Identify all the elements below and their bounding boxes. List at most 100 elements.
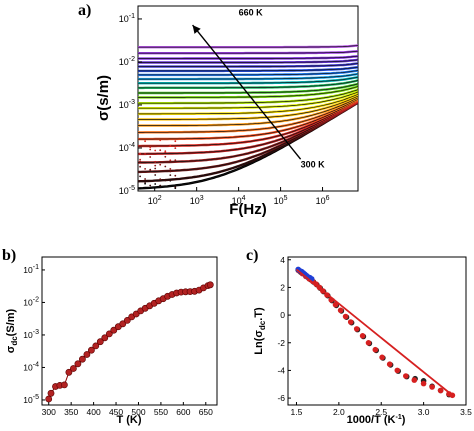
- arrhenius-point: [353, 326, 360, 332]
- noise-point: [159, 178, 162, 181]
- x-tick-label: 3.5: [460, 407, 472, 417]
- y-tick-label: 10-5: [23, 394, 39, 405]
- fit-line-570K: [138, 70, 358, 76]
- noise-point: [164, 179, 167, 182]
- noise-point: [139, 152, 142, 155]
- noise-point: [139, 165, 142, 168]
- conductivity-point: [206, 281, 214, 289]
- conductivity-point: [88, 346, 95, 354]
- panel-b-ylabel-rest: (S/m): [5, 308, 17, 336]
- x-tick-label: 106: [316, 195, 330, 206]
- fit-line-435K: [138, 95, 358, 120]
- temperature-arrow: [192, 24, 302, 160]
- noise-point: [149, 184, 152, 187]
- y-tick-label: 10-3: [23, 329, 39, 340]
- y-tick-label: 10-4: [119, 142, 135, 153]
- conductivity-point: [123, 316, 131, 324]
- noise-point: [174, 140, 177, 143]
- x-tick-label: 600: [176, 407, 190, 417]
- panel-b-plot-frame: [41, 256, 218, 406]
- y-tick-label: 4: [280, 255, 285, 265]
- arrhenius-point: [379, 354, 385, 361]
- noise-point: [169, 174, 172, 177]
- y-tick-label: 10-1: [23, 264, 39, 275]
- panel-c-label: c): [246, 247, 258, 264]
- y-tick-label: -2: [277, 338, 285, 348]
- panel-a-label: a): [78, 2, 91, 19]
- fit-line-510K: [138, 83, 358, 94]
- fit-line-405K: [138, 98, 358, 133]
- panel-c-ylabel-main: Ln(σ: [253, 330, 265, 355]
- noise-point: [164, 155, 167, 158]
- panel-c-plot-frame: [287, 256, 467, 406]
- y-tick-label: 10-2: [119, 56, 135, 67]
- fit-line-465K: [138, 91, 358, 109]
- noise-point: [139, 160, 142, 163]
- noise-point: [159, 184, 162, 187]
- noise-point: [174, 186, 177, 189]
- arrhenius-point: [332, 301, 339, 308]
- conductivity-point: [92, 342, 100, 350]
- noise-point: [144, 182, 147, 185]
- panel-c-ylabel-sub: dc: [258, 320, 267, 330]
- panel-a-curves: [138, 44, 358, 190]
- conductivity-point: [74, 360, 82, 368]
- fit-line-600K: [138, 63, 358, 67]
- panel-a: a) 660 K 300 K 102 103 104 105 106 10-5 10-4 10-…: [78, 2, 359, 218]
- x-tick-label: 102: [148, 195, 162, 206]
- panel-a-xlabel: F(Hz): [229, 201, 267, 218]
- x-tick-label: 450: [109, 407, 123, 417]
- noise-point: [154, 160, 157, 163]
- panel-c-xlabel-sup: -1: [396, 414, 402, 421]
- fit-line-540K: [138, 76, 358, 84]
- temperature-arrow-head: [192, 25, 201, 34]
- conductivity-point: [70, 365, 77, 372]
- fit-line-375K: [138, 100, 358, 147]
- arrhenius-point: [337, 307, 344, 314]
- panel-c-ylabel-rest: .T): [253, 307, 265, 321]
- x-tick-label: 103: [190, 195, 204, 206]
- annotation-0: 660 K: [239, 8, 264, 18]
- panel-b-label: b): [2, 247, 16, 264]
- panel-c-ylabel: Ln(σdc.T): [253, 307, 267, 355]
- noise-point: [154, 183, 157, 185]
- noise-point: [149, 156, 152, 158]
- arrhenius-point: [342, 313, 349, 320]
- panel-c-marks: [295, 266, 456, 399]
- y-tick-label: 0: [280, 310, 285, 320]
- noise-point: [139, 187, 142, 190]
- noise-point: [154, 149, 157, 152]
- y-tick-label: 10-4: [23, 361, 39, 372]
- noise-point: [144, 178, 147, 180]
- arrhenius-point: [347, 319, 354, 325]
- conductivity-point: [61, 381, 68, 389]
- fit-line-630K: [138, 55, 358, 59]
- x-tick-label: 2.0: [333, 407, 345, 417]
- y-tick-label: 10-1: [119, 13, 135, 24]
- panel-b-xlabel: T (K): [116, 414, 141, 426]
- panel-b-ticks: 300 350 400 450 500 550 600 650 10-5 10-4 10-3 10-2…: [23, 264, 213, 417]
- fit-line-660K: [138, 45, 358, 48]
- x-tick-label: 300: [42, 407, 56, 417]
- noise-point: [169, 145, 172, 148]
- panel-a-marks: 660 K 300 K: [192, 8, 326, 170]
- noise-point: [144, 181, 147, 184]
- noise-point: [149, 168, 152, 171]
- noise-point: [164, 165, 167, 168]
- y-tick-label: 10-5: [119, 185, 135, 196]
- arrhenius-point: [365, 340, 372, 346]
- panel-b-ylabel: σdc(S/m): [5, 308, 19, 353]
- x-tick-label: 3.0: [418, 407, 430, 417]
- y-tick-label: 2: [280, 282, 285, 292]
- fit-line-585K: [138, 66, 358, 72]
- x-tick-label: 104: [232, 195, 246, 206]
- arrhenius-point: [411, 377, 418, 383]
- noise-point: [169, 159, 172, 162]
- annotation-1: 300 K: [301, 160, 326, 170]
- fit-line-645K: [138, 50, 358, 54]
- noise-point: [154, 174, 157, 176]
- conductivity-point: [101, 334, 109, 342]
- x-tick-label: 550: [154, 407, 168, 417]
- noise-point: [144, 152, 147, 155]
